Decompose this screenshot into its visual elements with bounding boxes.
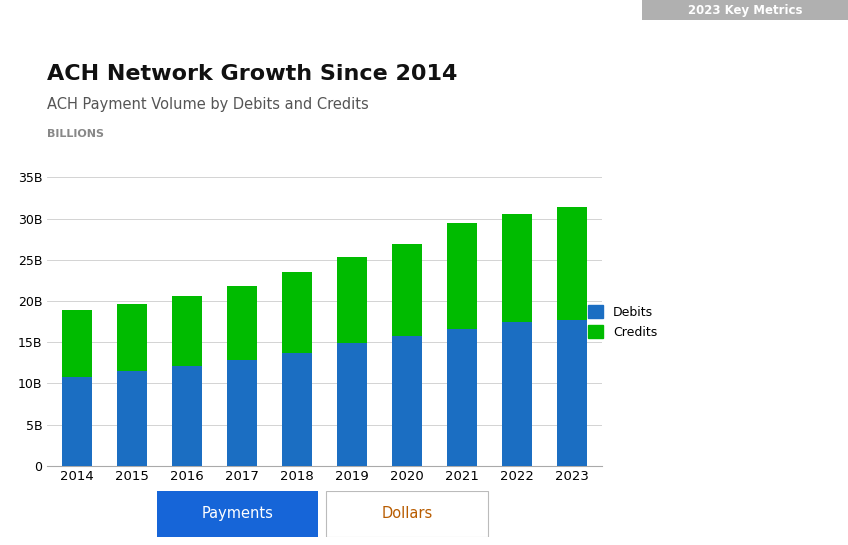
Bar <box>226 286 257 360</box>
Bar <box>226 360 257 466</box>
Bar <box>556 207 587 320</box>
Bar <box>157 490 318 537</box>
Bar <box>117 304 147 371</box>
Text: Transferred:: Transferred: <box>662 378 750 391</box>
Bar <box>642 0 848 20</box>
Text: 31.45 billion: 31.45 billion <box>662 181 739 195</box>
Bar <box>172 296 202 366</box>
Bar <box>282 272 312 353</box>
Text: Payments: 4.8%: Payments: 4.8% <box>662 98 764 111</box>
Bar <box>282 353 312 466</box>
Text: 17.74 billion: 17.74 billion <box>662 244 739 257</box>
Bar <box>172 366 202 466</box>
Bar <box>62 310 92 377</box>
Bar <box>502 214 532 322</box>
Bar <box>447 329 477 466</box>
Text: Dollars: Dollars <box>382 506 432 521</box>
Text: BILLIONS: BILLIONS <box>47 129 103 139</box>
Text: 2023 Key Metrics: 2023 Key Metrics <box>688 4 802 17</box>
Text: $80.1 trillion: $80.1 trillion <box>662 402 742 415</box>
Text: ACH Payment Volume by Debits and Credits: ACH Payment Volume by Debits and Credits <box>47 96 368 112</box>
Legend: Debits, Credits: Debits, Credits <box>583 300 662 344</box>
Bar <box>337 257 367 343</box>
Text: 13.71 billion: 13.71 billion <box>662 307 739 320</box>
Bar <box>556 320 587 466</box>
Bar <box>326 490 488 537</box>
Bar <box>62 377 92 466</box>
Text: Total Payments:: Total Payments: <box>662 157 774 170</box>
Text: ACH Network Growth Since 2014: ACH Network Growth Since 2014 <box>47 64 457 84</box>
Bar <box>392 244 422 336</box>
Bar <box>502 322 532 466</box>
Text: Debits:: Debits: <box>662 220 712 233</box>
Bar <box>392 336 422 466</box>
Text: Credits:: Credits: <box>662 282 717 295</box>
Text: Total Dollars: Total Dollars <box>662 353 750 366</box>
Text: YoY Growth:: YoY Growth: <box>662 72 749 86</box>
Bar <box>117 371 147 466</box>
Text: Payments: Payments <box>202 506 273 521</box>
Text: Dollars: 4.4%: Dollars: 4.4% <box>662 119 746 132</box>
Bar <box>337 343 367 466</box>
Bar <box>447 223 477 329</box>
